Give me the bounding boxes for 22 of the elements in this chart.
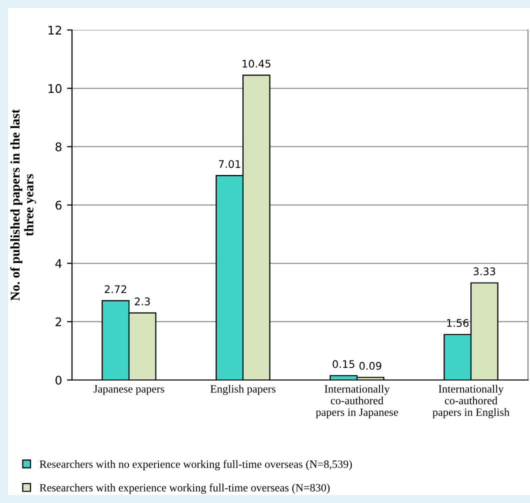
data-label: 0.15 <box>332 360 354 368</box>
y-tick-label: 2 <box>56 317 62 326</box>
x-tick-label: Internationally co-authored papers in English <box>432 384 510 418</box>
data-label: 2.72 <box>104 285 126 293</box>
x-tick-label: English papers <box>210 384 276 395</box>
y-tick-label: 4 <box>55 259 62 268</box>
data-label: 10.45 <box>242 60 270 68</box>
y-tick-label: 12 <box>48 26 62 34</box>
data-label: 2.3 <box>134 297 150 306</box>
legend-label: Researchers with experience working full-time overseas (N=830) <box>40 484 330 494</box>
legend-label: Researchers with no experience working full-time overseas (N=8,539) <box>40 460 352 470</box>
y-axis-title: No. of published papers in the last three years <box>10 109 36 301</box>
data-label: 3.33 <box>474 267 496 276</box>
data-label: 1.56 <box>447 319 469 327</box>
data-label: 7.01 <box>218 160 240 168</box>
y-tick-label: 6 <box>56 200 62 210</box>
y-tick-label: 10 <box>48 84 62 93</box>
y-tick-label: 8 <box>56 142 62 152</box>
y-tick-label: 0 <box>56 376 62 385</box>
data-label: 0.09 <box>359 362 382 370</box>
x-tick-label: Internationally co-authored papers in Japanese <box>316 384 398 418</box>
x-tick-label: Japanese papers <box>94 385 164 395</box>
